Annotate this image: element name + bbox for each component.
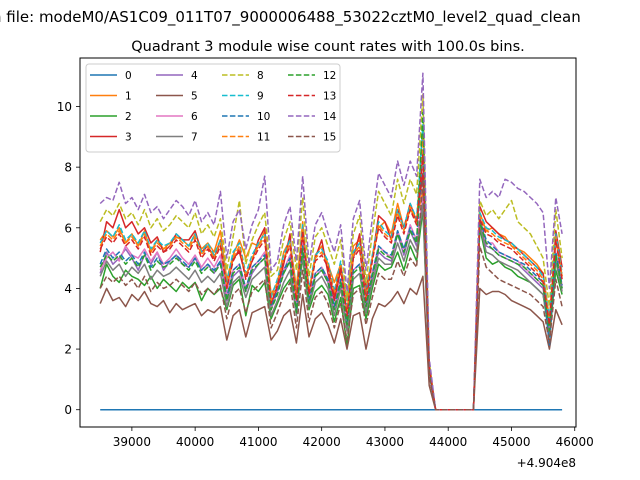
legend-label-12: 12: [323, 70, 336, 82]
legend-label-7: 7: [191, 132, 198, 144]
x-tick-label-43000: 43000: [366, 435, 404, 449]
series-line-15: [99, 178, 563, 411]
series-line-7: [99, 202, 563, 411]
x-tick-label-45000: 45000: [492, 435, 530, 449]
y-tick-label-8: 8: [64, 161, 72, 175]
legend-label-14: 14: [323, 111, 337, 123]
plot-frame: [79, 57, 577, 428]
legend-label-6: 6: [191, 111, 198, 123]
x-offset-label: +4.904e8: [517, 456, 576, 470]
legend-label-5: 5: [191, 91, 198, 103]
series-line-8: [99, 93, 563, 411]
legend-label-10: 10: [257, 111, 270, 123]
series-line-11: [99, 136, 563, 411]
series-line-5: [99, 275, 563, 411]
y-tick-label-2: 2: [64, 343, 72, 357]
x-tick-label-42000: 42000: [303, 435, 341, 449]
x-tick-label-39000: 39000: [113, 435, 151, 449]
legend-label-13: 13: [323, 91, 336, 103]
legend-label-0: 0: [125, 70, 132, 82]
x-tick-label-46000: 46000: [556, 435, 594, 449]
y-tick-label-10: 10: [57, 100, 72, 114]
series-line-2: [99, 208, 563, 411]
legend-label-8: 8: [257, 70, 264, 82]
legend-label-2: 2: [125, 111, 132, 123]
x-tick-label-44000: 44000: [429, 435, 467, 449]
chart-title: Quadrant 3 module wise count rates with …: [131, 39, 525, 55]
legend-label-15: 15: [323, 132, 336, 144]
legend-label-3: 3: [125, 132, 132, 144]
series-layer: [99, 72, 563, 411]
y-tick-label-4: 4: [64, 282, 72, 296]
x-tick-label-41000: 41000: [239, 435, 277, 449]
series-line-13: [99, 154, 563, 411]
series-line-9: [99, 123, 563, 411]
y-tick-label-0: 0: [64, 403, 72, 417]
legend-label-1: 1: [125, 91, 132, 103]
series-line-14: [99, 72, 563, 411]
x-tick-label-40000: 40000: [176, 435, 214, 449]
y-tick-label-6: 6: [64, 221, 72, 235]
legend-label-11: 11: [257, 132, 270, 144]
axes-layer: 39000 40000 41000 42000 43000 44000 45000 46000…: [57, 100, 594, 449]
legend-box: [85, 63, 341, 153]
series-line-12: [99, 111, 563, 411]
legend-label-4: 4: [191, 70, 198, 82]
figure-suptitle: n file: modeM0/AS1C09_011T07_9000006488_…: [0, 8, 581, 27]
legend-label-9: 9: [257, 91, 264, 103]
